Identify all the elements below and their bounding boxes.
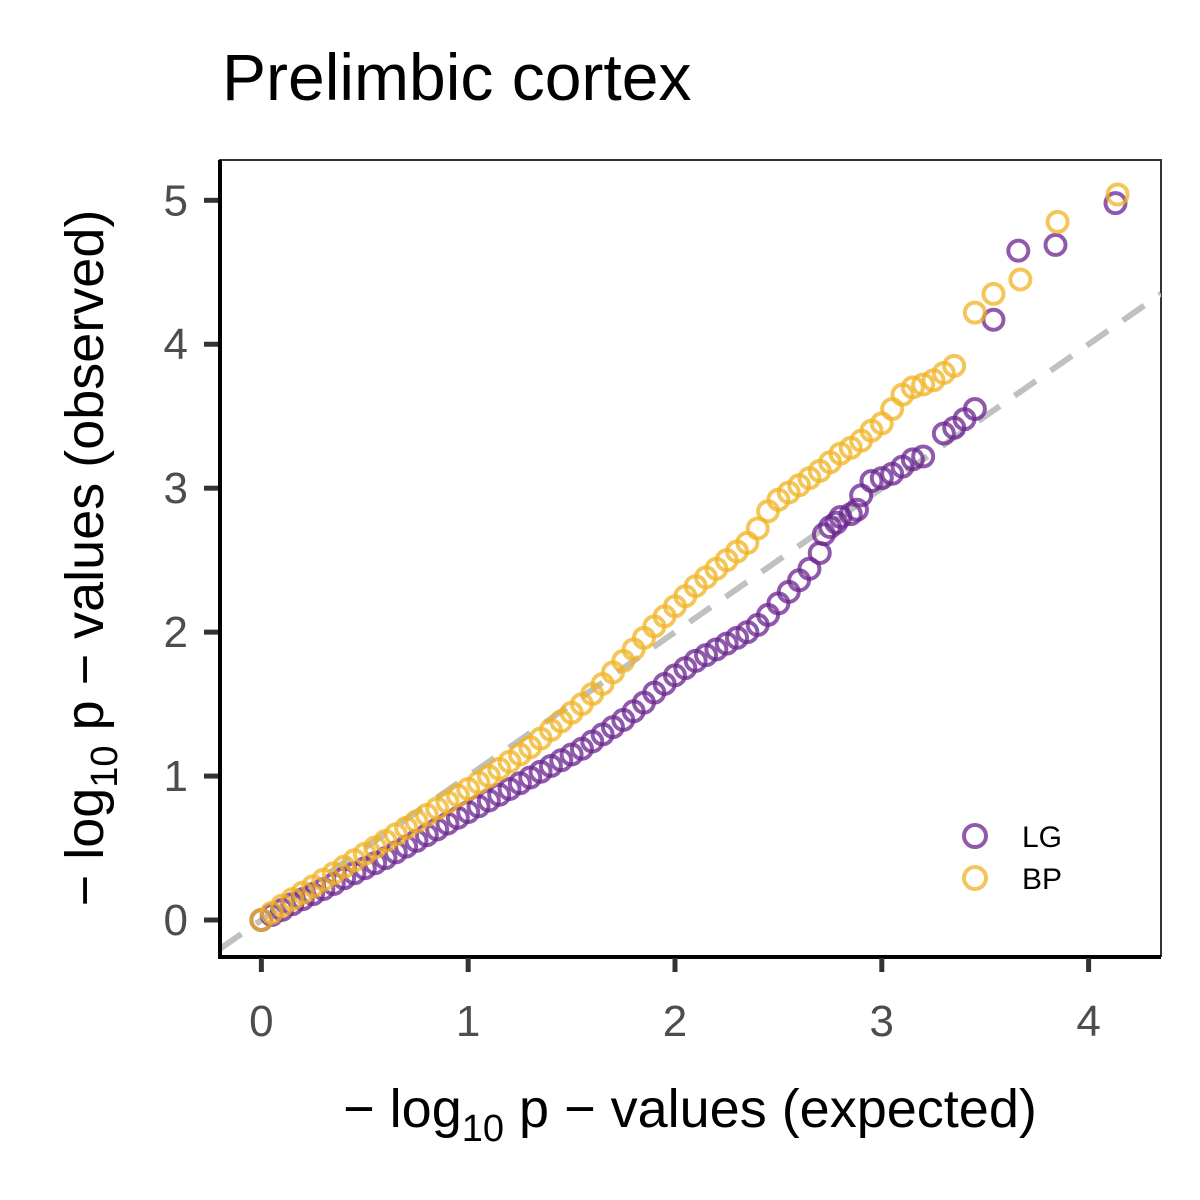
chart-title: Prelimbic cortex [222, 40, 691, 114]
x-axis-ticks: 0 1 2 3 4 [249, 958, 1101, 1046]
x-axis-label-prefix: − log [343, 1079, 462, 1139]
y-tick-label: 0 [164, 896, 188, 945]
y-axis-label: − log10 p − values (observed) [55, 210, 126, 907]
x-tick-label: 1 [456, 997, 480, 1046]
y-axis-label-subscript: 10 [84, 745, 126, 787]
data-point-lg [962, 397, 987, 422]
y-axis-label-suffix: p − values (observed) [55, 210, 115, 746]
y-tick-label: 4 [164, 320, 188, 369]
y-tick-label: 5 [164, 176, 188, 225]
legend-label-lg: LG [1022, 821, 1062, 854]
data-point-lg [1043, 232, 1068, 257]
legend-key-lg [962, 823, 988, 849]
legend-label-bp: BP [1022, 863, 1062, 896]
data-point-bp [1008, 267, 1033, 292]
data-point-bp [900, 375, 925, 400]
y-axis-ticks: 0 1 2 3 4 5 [164, 176, 218, 945]
data-point-bp [1105, 182, 1130, 207]
x-tick-label: 0 [249, 997, 273, 1046]
data-point-lg [900, 447, 925, 472]
x-axis-label: − log10 p − values (expected) [343, 1079, 1037, 1150]
legend-key-bp [962, 865, 988, 891]
x-tick-label: 3 [870, 997, 894, 1046]
data-point-bp [745, 516, 770, 541]
data-point-lg [1006, 238, 1031, 263]
data-point-bp [981, 281, 1006, 306]
y-axis-label-prefix: − log [55, 788, 115, 907]
y-tick-label: 3 [164, 464, 188, 513]
data-point-lg [859, 468, 884, 493]
data-point-bp [1045, 209, 1070, 234]
legend: LG BP [962, 821, 1062, 896]
x-tick-label: 2 [663, 997, 687, 1046]
data-point-lg [844, 497, 869, 522]
plot-panel [219, 159, 1162, 957]
points-group [249, 182, 1130, 933]
x-axis-label-suffix: p − values (expected) [504, 1079, 1037, 1139]
y-tick-label: 1 [164, 752, 188, 801]
y-tick-label: 2 [164, 608, 188, 657]
x-tick-label: 4 [1076, 997, 1100, 1046]
data-point-bp [962, 300, 987, 325]
x-axis-label-subscript: 10 [462, 1108, 504, 1150]
data-point-bp [942, 353, 967, 378]
series-bp [249, 182, 1130, 933]
data-point-lg [911, 444, 936, 469]
